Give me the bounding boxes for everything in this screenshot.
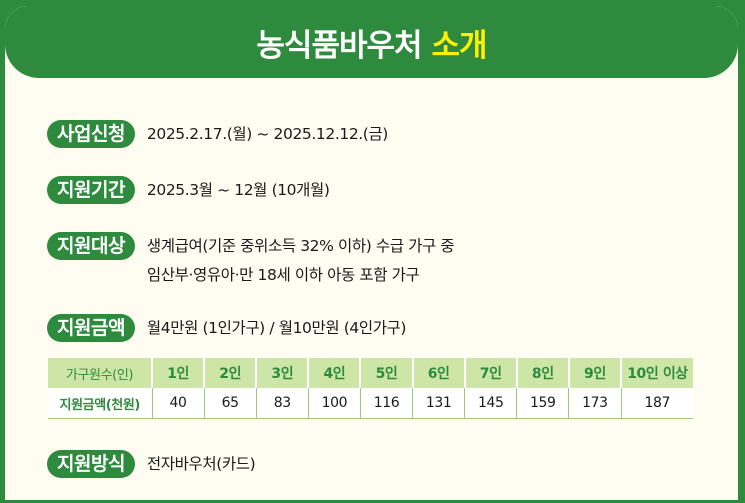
label-method: 지원방식: [47, 450, 135, 478]
table-col-header: 4인: [308, 358, 362, 388]
value-method: 전자바우처(카드): [146, 455, 256, 473]
section-period: 지원기간 2025.3월 ~ 12월 (10개월): [47, 176, 330, 204]
table-col-header: 6인: [412, 358, 466, 388]
header-banner: 농식품바우처 소개: [5, 6, 738, 78]
table-col-header: 5인: [360, 358, 414, 388]
table-row-header: 가구원수(인): [48, 358, 153, 388]
table-header-row: 가구원수(인) 1인 2인 3인 4인 5인 6인 7인 8인 9인 10인 이…: [48, 358, 693, 388]
table-row: 지원금액(천원) 40 65 83 100 116 131 145 159 17…: [48, 388, 693, 419]
label-target: 지원대상: [47, 232, 135, 260]
table-cell: 131: [412, 388, 466, 419]
table-col-header: 3인: [256, 358, 310, 388]
table-cell: 187: [621, 388, 693, 419]
table-cell: 100: [308, 388, 361, 419]
label-period: 지원기간: [47, 176, 135, 204]
section-apply: 사업신청 2025.2.17.(월) ~ 2025.12.12.(금): [47, 120, 388, 148]
table-cell: 173: [568, 388, 622, 419]
table-col-header: 10인 이상: [621, 358, 693, 388]
support-amount-table: 가구원수(인) 1인 2인 3인 4인 5인 6인 7인 8인 9인 10인 이…: [48, 358, 693, 419]
table-col-header: 7인: [464, 358, 518, 388]
table-cell: 65: [204, 388, 257, 419]
value-apply: 2025.2.17.(월) ~ 2025.12.12.(금): [146, 125, 388, 143]
section-amount: 지원금액 월4만원 (1인가구) / 월10만원 (4인가구): [47, 314, 406, 342]
title-main: 농식품바우처: [256, 27, 422, 64]
table-col-header: 2인: [204, 358, 258, 388]
value-period: 2025.3월 ~ 12월 (10개월): [146, 181, 330, 199]
page-title: 농식품바우처 소개: [256, 20, 488, 65]
value-amount: 월4만원 (1인가구) / 월10만원 (4인가구): [146, 319, 407, 337]
value-target-line2: 임산부·영유아·만 18세 이하 아동 포함 가구: [146, 266, 420, 284]
title-highlight: 소개: [431, 27, 488, 64]
table-cell: 159: [516, 388, 570, 419]
label-apply: 사업신청: [47, 120, 135, 148]
table-col-header: 1인: [152, 358, 206, 388]
table-col-header: 9인: [568, 358, 623, 388]
table-cell: 116: [360, 388, 414, 419]
value-target-line1: 생계급여(기준 중위소득 32% 이하) 수급 가구 중: [146, 237, 455, 255]
label-amount: 지원금액: [47, 314, 135, 342]
table-col-header: 8인: [516, 358, 570, 388]
section-method: 지원방식 전자바우처(카드): [47, 450, 256, 478]
table-cell: 145: [464, 388, 518, 419]
table-row-header: 지원금액(천원): [48, 388, 153, 419]
section-target: 지원대상 생계급여(기준 중위소득 32% 이하) 수급 가구 중 임산부·영유…: [47, 232, 455, 290]
table-cell: 40: [152, 388, 205, 419]
table-cell: 83: [256, 388, 309, 419]
value-target: 생계급여(기준 중위소득 32% 이하) 수급 가구 중 임산부·영유아·만 1…: [146, 232, 455, 290]
